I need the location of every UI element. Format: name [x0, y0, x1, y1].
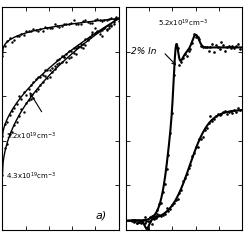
Text: 2% In: 2% In [131, 47, 156, 56]
Text: a): a) [95, 211, 107, 221]
Text: 5.2x10$^{19}$cm$^{-3}$: 5.2x10$^{19}$cm$^{-3}$ [6, 131, 56, 142]
Text: 4.3x10$^{19}$cm$^{-3}$: 4.3x10$^{19}$cm$^{-3}$ [6, 171, 56, 182]
Text: 5.2x10$^{19}$cm$^{-3}$: 5.2x10$^{19}$cm$^{-3}$ [159, 17, 208, 29]
